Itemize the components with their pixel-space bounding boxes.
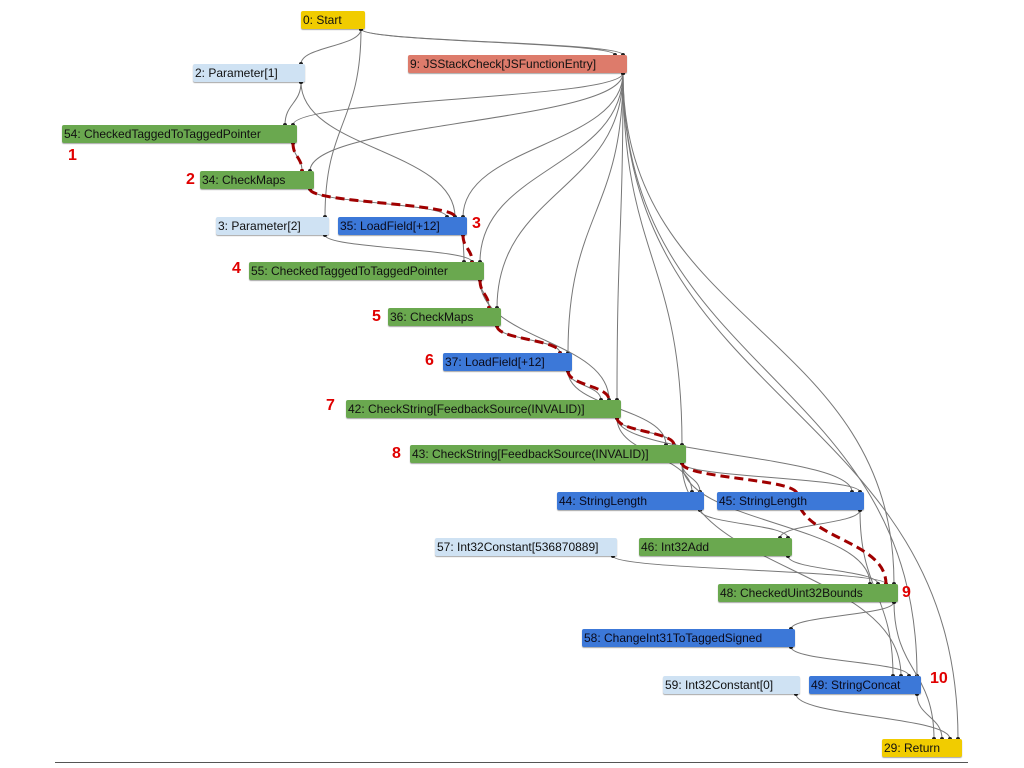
highlight-edge-37-42	[566, 370, 611, 401]
edge-43-45	[681, 462, 861, 493]
graph-node-45[interactable]: 45: StringLength	[717, 492, 864, 510]
edge-9-37	[567, 72, 624, 354]
step-annotation: 7	[326, 397, 335, 414]
graph-node-34[interactable]: 34: CheckMaps	[200, 171, 314, 189]
step-annotation: 1	[68, 147, 77, 164]
edge-43-48	[681, 462, 871, 585]
edge-0-2	[300, 28, 362, 65]
graph-node-35[interactable]: 35: LoadField[+12]	[338, 217, 467, 235]
highlight-edge-35-55	[461, 234, 474, 263]
highlight-edge-54-34	[291, 142, 304, 172]
graph-node-29[interactable]: 29: Return	[882, 739, 962, 757]
edge-46-48	[787, 555, 879, 585]
edge-45-46	[779, 509, 861, 539]
edge-9-48	[622, 72, 895, 585]
edge-9-49	[622, 72, 918, 677]
graph-node-3[interactable]: 3: Parameter[2]	[216, 217, 329, 235]
step-annotation: 3	[472, 215, 481, 232]
edge-49-29	[916, 693, 943, 740]
step-annotation: 8	[392, 445, 401, 462]
edge-9-54	[292, 72, 624, 126]
edge-9-43	[622, 72, 683, 446]
step-annotation: 6	[425, 352, 434, 369]
highlight-edge-42-43	[615, 417, 676, 446]
graph-node-2[interactable]: 2: Parameter[1]	[193, 64, 305, 82]
graph-node-54[interactable]: 54: CheckedTaggedToTaggedPointer	[62, 125, 297, 143]
edge-9-55	[479, 72, 624, 263]
highlight-edge-36-37	[495, 325, 562, 354]
edge-59-29	[795, 693, 951, 740]
edge-2-54	[284, 81, 302, 126]
graph-node-59[interactable]: 59: Int32Constant[0]	[663, 676, 800, 694]
step-annotation: 9	[902, 584, 911, 601]
highlight-edge-43-45	[680, 462, 799, 495]
edge-42-45	[616, 417, 853, 493]
edge-0-3	[324, 28, 362, 218]
graph-node-55[interactable]: 55: CheckedTaggedToTaggedPointer	[249, 262, 484, 280]
graph-node-48[interactable]: 48: CheckedUint32Bounds	[718, 584, 898, 602]
graph-node-43[interactable]: 43: CheckString[FeedbackSource(INVALID)]	[410, 445, 686, 463]
graph-node-44[interactable]: 44: StringLength	[557, 492, 704, 510]
graph-node-9[interactable]: 9: JSStackCheck[JSFunctionEntry]	[408, 55, 627, 73]
edge-48-29	[893, 601, 935, 740]
edge-9-42	[616, 72, 624, 401]
graph-node-57[interactable]: 57: Int32Constant[536870889]	[435, 538, 617, 556]
highlight-edge-34-35	[308, 187, 457, 219]
step-annotation: 4	[232, 260, 241, 277]
edge-0-9	[360, 28, 616, 56]
edge-9-29	[622, 72, 959, 740]
edge-57-48	[612, 555, 887, 585]
step-annotation: 2	[186, 171, 195, 188]
graph-node-46[interactable]: 46: Int32Add	[639, 538, 792, 556]
edge-9-34	[309, 72, 624, 172]
edge-9-35	[462, 72, 624, 218]
step-annotation: 5	[372, 308, 381, 325]
highlight-edge-55-36	[478, 279, 491, 309]
edge-3-55	[324, 234, 473, 263]
edge-2-35	[300, 81, 456, 218]
edge-9-36	[496, 72, 624, 309]
graph-node-49[interactable]: 49: StringConcat	[809, 676, 921, 694]
graph-node-0[interactable]: 0: Start	[301, 11, 365, 29]
step-annotation: 10	[930, 670, 948, 687]
graph-node-36[interactable]: 36: CheckMaps	[388, 308, 501, 326]
edge-48-58	[790, 601, 895, 630]
graph-node-37[interactable]: 37: LoadField[+12]	[443, 353, 572, 371]
edge-58-49	[790, 646, 910, 677]
graph-node-42[interactable]: 42: CheckString[FeedbackSource(INVALID)]	[346, 400, 621, 418]
scroll-divider	[55, 762, 968, 763]
edge-55-42	[479, 279, 610, 401]
graph-node-58[interactable]: 58: ChangeInt31ToTaggedSigned	[582, 629, 795, 647]
